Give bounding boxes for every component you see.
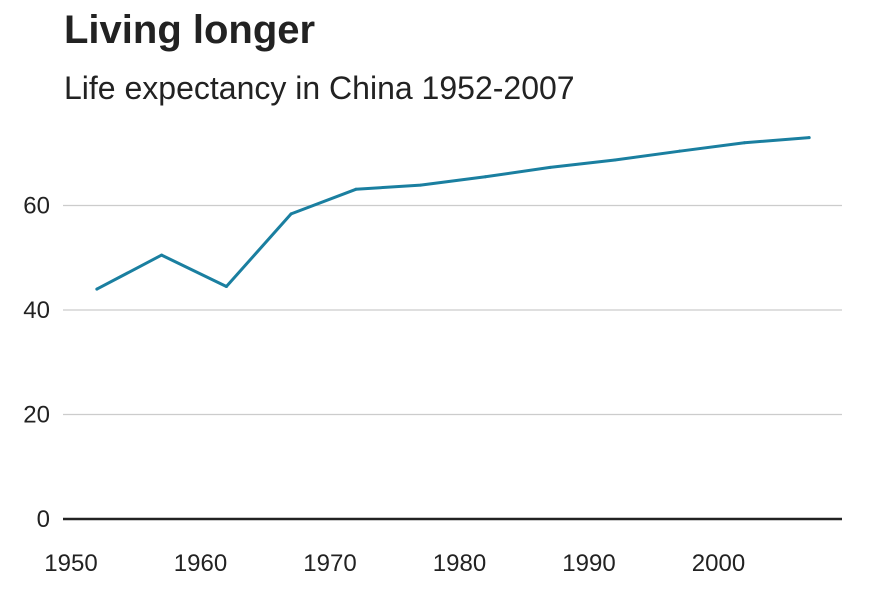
- data-point: [807, 136, 811, 140]
- chart-subtitle: Life expectancy in China 1952-2007: [64, 70, 575, 106]
- x-tick-label: 1960: [174, 550, 227, 577]
- data-point: [548, 165, 552, 169]
- y-tick-label: 0: [37, 506, 50, 533]
- x-tick-label: 1990: [562, 550, 615, 577]
- data-point: [419, 183, 423, 187]
- series-layer: [95, 136, 811, 291]
- data-point: [613, 158, 617, 162]
- data-point: [678, 149, 682, 153]
- y-tick-label: 60: [23, 193, 50, 220]
- chart-title: Living longer: [64, 8, 316, 52]
- gridlines: [63, 204, 842, 521]
- data-point: [95, 287, 99, 291]
- x-tick-label: 1980: [433, 550, 486, 577]
- y-tick-label: 40: [23, 297, 50, 324]
- y-tick-label: 20: [23, 402, 50, 429]
- series-line-0: [95, 136, 811, 291]
- x-axis-ticks: 1950 1960 1970 1980 1990 2000: [44, 550, 745, 577]
- data-point: [483, 175, 487, 179]
- data-point: [354, 187, 358, 191]
- x-tick-label: 1970: [303, 550, 356, 577]
- data-point: [160, 253, 164, 257]
- data-point: [224, 284, 228, 288]
- x-tick-label: 2000: [692, 550, 745, 577]
- data-point: [742, 141, 746, 145]
- y-axis-ticks: 0 20 40 60: [23, 193, 50, 534]
- data-point: [289, 212, 293, 216]
- x-tick-label: 1950: [44, 550, 97, 577]
